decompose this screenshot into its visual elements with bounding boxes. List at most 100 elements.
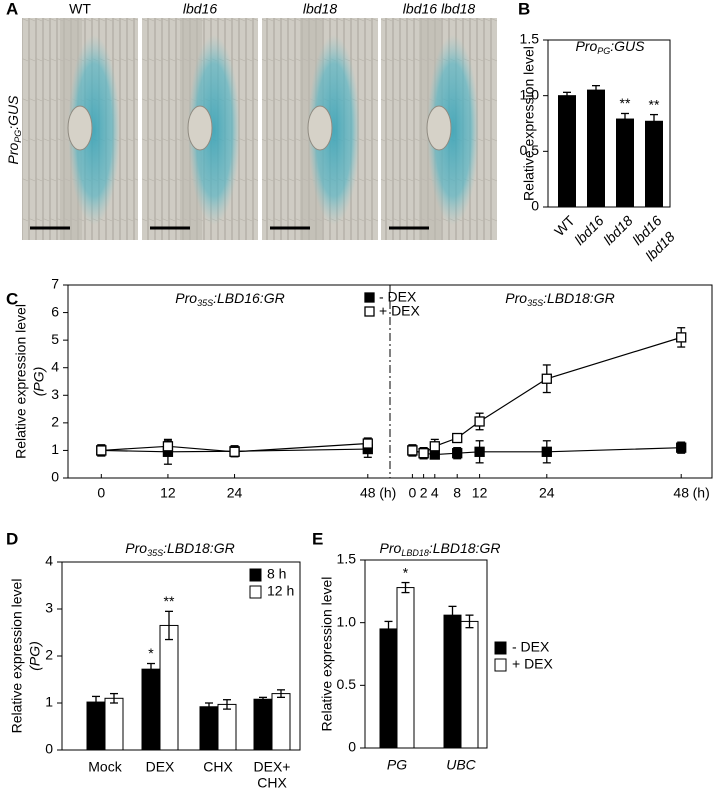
legend-label: 8 h bbox=[267, 566, 286, 582]
legend-swatch bbox=[494, 641, 507, 655]
text-part: 35S bbox=[197, 298, 213, 308]
legend-label: + DEX bbox=[512, 656, 554, 672]
x-tick-label: 48 bbox=[673, 485, 689, 501]
primordium bbox=[187, 105, 213, 151]
panel-title: Pro35S:LBD18:GR bbox=[505, 290, 614, 309]
text-part: :LBD18:GR bbox=[163, 540, 235, 556]
gus-stain bbox=[427, 35, 479, 225]
chart-title: ProPG:GUS bbox=[575, 38, 645, 57]
marker bbox=[474, 446, 485, 457]
legend-swatch bbox=[364, 306, 375, 317]
y-tick-label: 1.0 bbox=[337, 613, 357, 629]
x-tick-label: 0 bbox=[97, 485, 105, 501]
micrograph bbox=[381, 18, 497, 240]
primordium bbox=[426, 105, 452, 151]
legend-label: 12 h bbox=[267, 583, 294, 599]
bar bbox=[460, 620, 479, 749]
text-part: :GUS bbox=[5, 95, 21, 130]
column-label: lbd16 bbox=[183, 1, 217, 17]
y-tick-label: 1 bbox=[51, 441, 59, 457]
legend-swatch bbox=[249, 568, 262, 582]
primordium bbox=[307, 105, 333, 151]
text-part: LBD18 bbox=[401, 548, 429, 558]
micrograph bbox=[262, 18, 378, 240]
y-tick-label: 5 bbox=[51, 331, 59, 347]
text-part: PG bbox=[597, 46, 610, 56]
marker bbox=[418, 448, 429, 459]
text-part: Pro bbox=[575, 38, 597, 54]
bar bbox=[616, 118, 634, 208]
legend-label: - DEX bbox=[512, 639, 550, 655]
y-axis-label: Relative expression level bbox=[9, 579, 25, 734]
y-tick-label: 0 bbox=[531, 198, 539, 214]
bar bbox=[396, 587, 415, 749]
marker bbox=[541, 373, 552, 384]
column-label: lbd18 bbox=[303, 1, 337, 17]
panel-label: B bbox=[518, 0, 530, 18]
x-tick-label: lbd16 bbox=[571, 212, 607, 248]
marker bbox=[452, 448, 463, 459]
micrograph bbox=[142, 18, 258, 240]
chart-title: ProLBD18:LBD18:GR bbox=[380, 540, 501, 559]
bar bbox=[443, 614, 462, 749]
bar bbox=[645, 120, 663, 208]
x-tick-label: 48 bbox=[360, 485, 376, 501]
x-tick-label: 0 bbox=[409, 485, 417, 501]
y-tick-label: 0.5 bbox=[520, 142, 540, 158]
legend-swatch bbox=[494, 658, 507, 672]
y-tick-label: 4 bbox=[45, 553, 53, 569]
marker bbox=[407, 445, 418, 456]
y-axis-label: (PG) bbox=[31, 367, 47, 397]
text-part: :LBD18:GR bbox=[429, 540, 501, 556]
bar bbox=[199, 706, 219, 751]
legend-swatch bbox=[249, 585, 262, 599]
bar bbox=[558, 95, 576, 208]
primordium bbox=[67, 105, 93, 151]
x-unit-label: (h) bbox=[379, 485, 396, 501]
column-label: lbd16 lbd18 bbox=[403, 1, 476, 17]
y-tick-label: 0.5 bbox=[337, 676, 357, 692]
x-unit-label: (h) bbox=[693, 485, 710, 501]
y-tick-label: 2 bbox=[45, 647, 53, 663]
x-tick-label: lbd18 bbox=[600, 212, 636, 248]
y-tick-label: 1.5 bbox=[520, 31, 540, 47]
y-tick-label: 4 bbox=[51, 358, 59, 374]
y-tick-label: 0 bbox=[51, 469, 59, 485]
legend-label: - DEX bbox=[379, 289, 417, 305]
y-axis-label: Relative expression level bbox=[319, 577, 335, 732]
micrograph bbox=[22, 18, 138, 240]
y-tick-label: 3 bbox=[51, 386, 59, 402]
x-tick-label: Mock bbox=[88, 759, 122, 775]
text-part: :LBD18:GR bbox=[543, 290, 615, 306]
y-tick-label: 0 bbox=[45, 741, 53, 757]
x-tick-label: 12 bbox=[160, 485, 176, 501]
gus-stain bbox=[68, 35, 120, 225]
marker bbox=[229, 446, 240, 457]
y-tick-label: 2 bbox=[51, 414, 59, 430]
y-tick-label: 1.0 bbox=[520, 86, 540, 102]
bar bbox=[271, 693, 291, 751]
marker bbox=[96, 445, 107, 456]
marker bbox=[162, 441, 174, 452]
bar bbox=[159, 624, 179, 751]
marker bbox=[676, 442, 687, 453]
y-tick-label: 1 bbox=[45, 694, 53, 710]
series-line bbox=[101, 442, 368, 453]
bar bbox=[217, 703, 237, 751]
significance: ** bbox=[164, 593, 175, 609]
x-tick-label: 8 bbox=[453, 485, 461, 501]
legend-swatch bbox=[364, 292, 375, 303]
x-tick-label: CHX bbox=[257, 775, 287, 791]
text-part: Pro bbox=[380, 540, 402, 556]
bar bbox=[104, 697, 124, 751]
x-tick-label: 2 bbox=[420, 485, 428, 501]
x-tick-label: 12 bbox=[472, 485, 488, 501]
y-tick-label: 3 bbox=[45, 600, 53, 616]
marker bbox=[452, 432, 463, 444]
chart-title: Pro35S:LBD18:GR bbox=[125, 540, 234, 559]
x-tick-label: CHX bbox=[203, 759, 233, 775]
y-tick-label: 0 bbox=[348, 739, 356, 755]
x-tick-label: DEX+ bbox=[254, 759, 291, 775]
significance: * bbox=[148, 645, 154, 661]
